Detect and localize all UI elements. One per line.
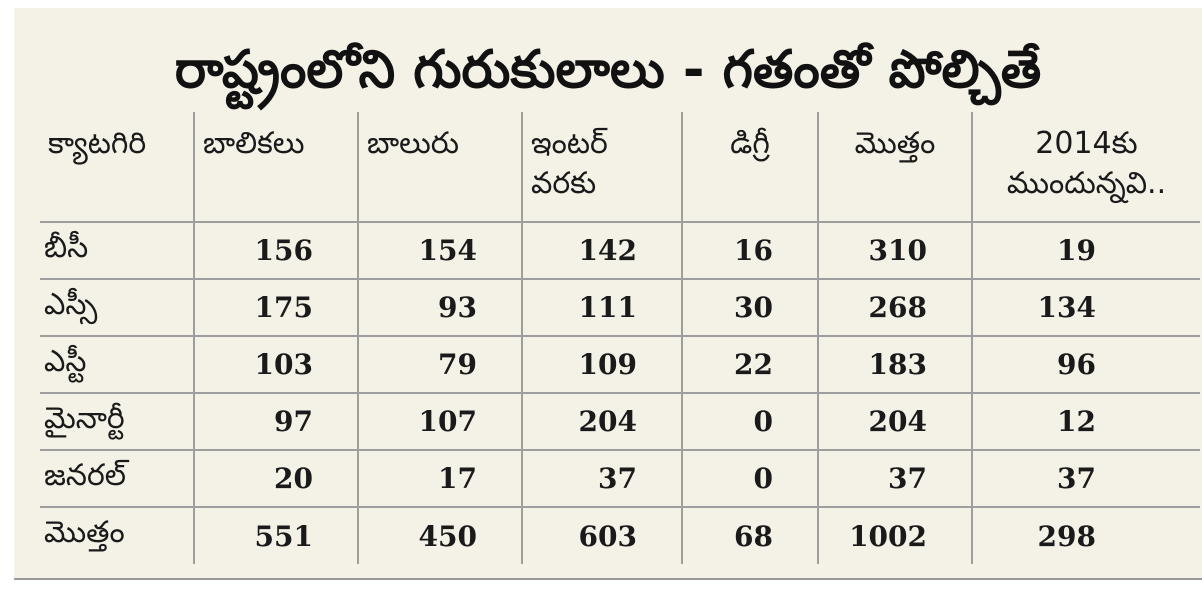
table-cell: 0 (681, 393, 818, 451)
table-cell: 22 (681, 336, 818, 394)
table-row: మైనార్టీ 97 107 204 0 204 12 (40, 393, 1200, 451)
table-cell: 154 (357, 222, 522, 280)
table-cell: 156 (193, 222, 358, 280)
table-cell: 551 (193, 507, 358, 564)
table-row: బీసీ 156 154 142 16 310 19 (40, 222, 1200, 280)
table-cell: 17 (357, 450, 522, 508)
column-header-before-2014: 2014కు ముందున్నవి.. (971, 112, 1200, 223)
table-cell: 603 (521, 507, 682, 564)
table-cell: 93 (357, 279, 522, 337)
table-cell: 111 (521, 279, 682, 337)
bottom-divider (14, 578, 1202, 580)
table-cell: 68 (681, 507, 818, 564)
table-row: మొత్తం 551 450 603 68 1002 298 (40, 507, 1200, 564)
column-header-upto-inter: ఇంటర్ వరకు (521, 112, 682, 223)
column-header-total: మొత్తం (817, 112, 972, 223)
table-cell: 19 (971, 222, 1200, 280)
column-header-degree: డిగ్రీ (681, 112, 818, 223)
table-row: ఎస్సీ 175 93 111 30 268 134 (40, 279, 1200, 337)
table-cell: 450 (357, 507, 522, 564)
table-cell: 268 (817, 279, 972, 337)
row-category-cell: బీసీ (40, 222, 194, 280)
table-cell: 204 (521, 393, 682, 451)
table-cell: 107 (357, 393, 522, 451)
table-cell: 183 (817, 336, 972, 394)
row-category-cell: ఎస్సీ (40, 279, 194, 337)
table-cell: 96 (971, 336, 1200, 394)
table-cell: 134 (971, 279, 1200, 337)
table-cell: 103 (193, 336, 358, 394)
header-row: క్యాటగిరి బాలికలు బాలురు ఇంటర్ వరకు డిగ్… (40, 112, 1200, 223)
page-title: రాష్ట్రంలోని గురుకులాలు - గతంతో పోల్చితే (174, 40, 1042, 100)
table-cell: 12 (971, 393, 1200, 451)
table-cell: 97 (193, 393, 358, 451)
row-category-cell: మొత్తం (44, 515, 125, 550)
table-cell: 30 (681, 279, 818, 337)
row-category-cell: మైనార్టీ (40, 393, 194, 451)
table-cell: 175 (193, 279, 358, 337)
table-cell: 204 (817, 393, 972, 451)
table-cell: 0 (681, 450, 818, 508)
table-cell: 142 (521, 222, 682, 280)
table-row: ఎస్టీ 103 79 109 22 183 96 (40, 336, 1200, 394)
table-cell: 1002 (817, 507, 972, 564)
table-cell: 310 (817, 222, 972, 280)
table-cell: 37 (971, 450, 1200, 508)
table-row: జనరల్ 20 17 37 0 37 37 (40, 450, 1200, 508)
data-table: క్యాటగిరి బాలికలు బాలురు ఇంటర్ వరకు డిగ్… (40, 112, 1200, 564)
table-cell: 37 (817, 450, 972, 508)
table-cell: 37 (521, 450, 682, 508)
table-cell: 20 (193, 450, 358, 508)
table-cell: 79 (357, 336, 522, 394)
column-header-category: క్యాటగిరి (40, 112, 194, 223)
table-cell: 298 (971, 507, 1200, 564)
column-header-boys: బాలురు (357, 112, 522, 223)
table-cell: 109 (521, 336, 682, 394)
table-cell: 16 (681, 222, 818, 280)
column-header-girls: బాలికలు (193, 112, 358, 223)
row-category-cell: ఎస్టీ (40, 336, 194, 394)
row-category-cell: జనరల్ (40, 450, 194, 508)
table-body: బీసీ 156 154 142 16 310 19 ఎస్సీ 175 93 111 30 268 13… (40, 222, 1200, 564)
